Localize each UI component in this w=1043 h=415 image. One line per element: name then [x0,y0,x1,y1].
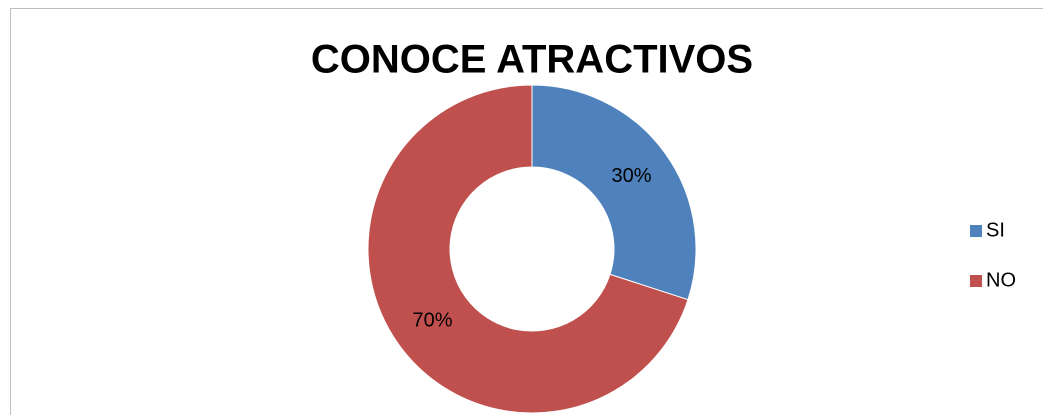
donut-slice [531,84,697,301]
legend-label: NO [986,269,1016,291]
donut-slice [367,84,689,414]
chart-title: CONOCE ATRACTIVOS [311,38,753,82]
legend-label: SI [986,219,1005,241]
data-label: 30% [611,165,651,187]
legend-swatch [970,275,982,287]
data-label: 70% [412,310,452,332]
legend-swatch [970,225,982,237]
